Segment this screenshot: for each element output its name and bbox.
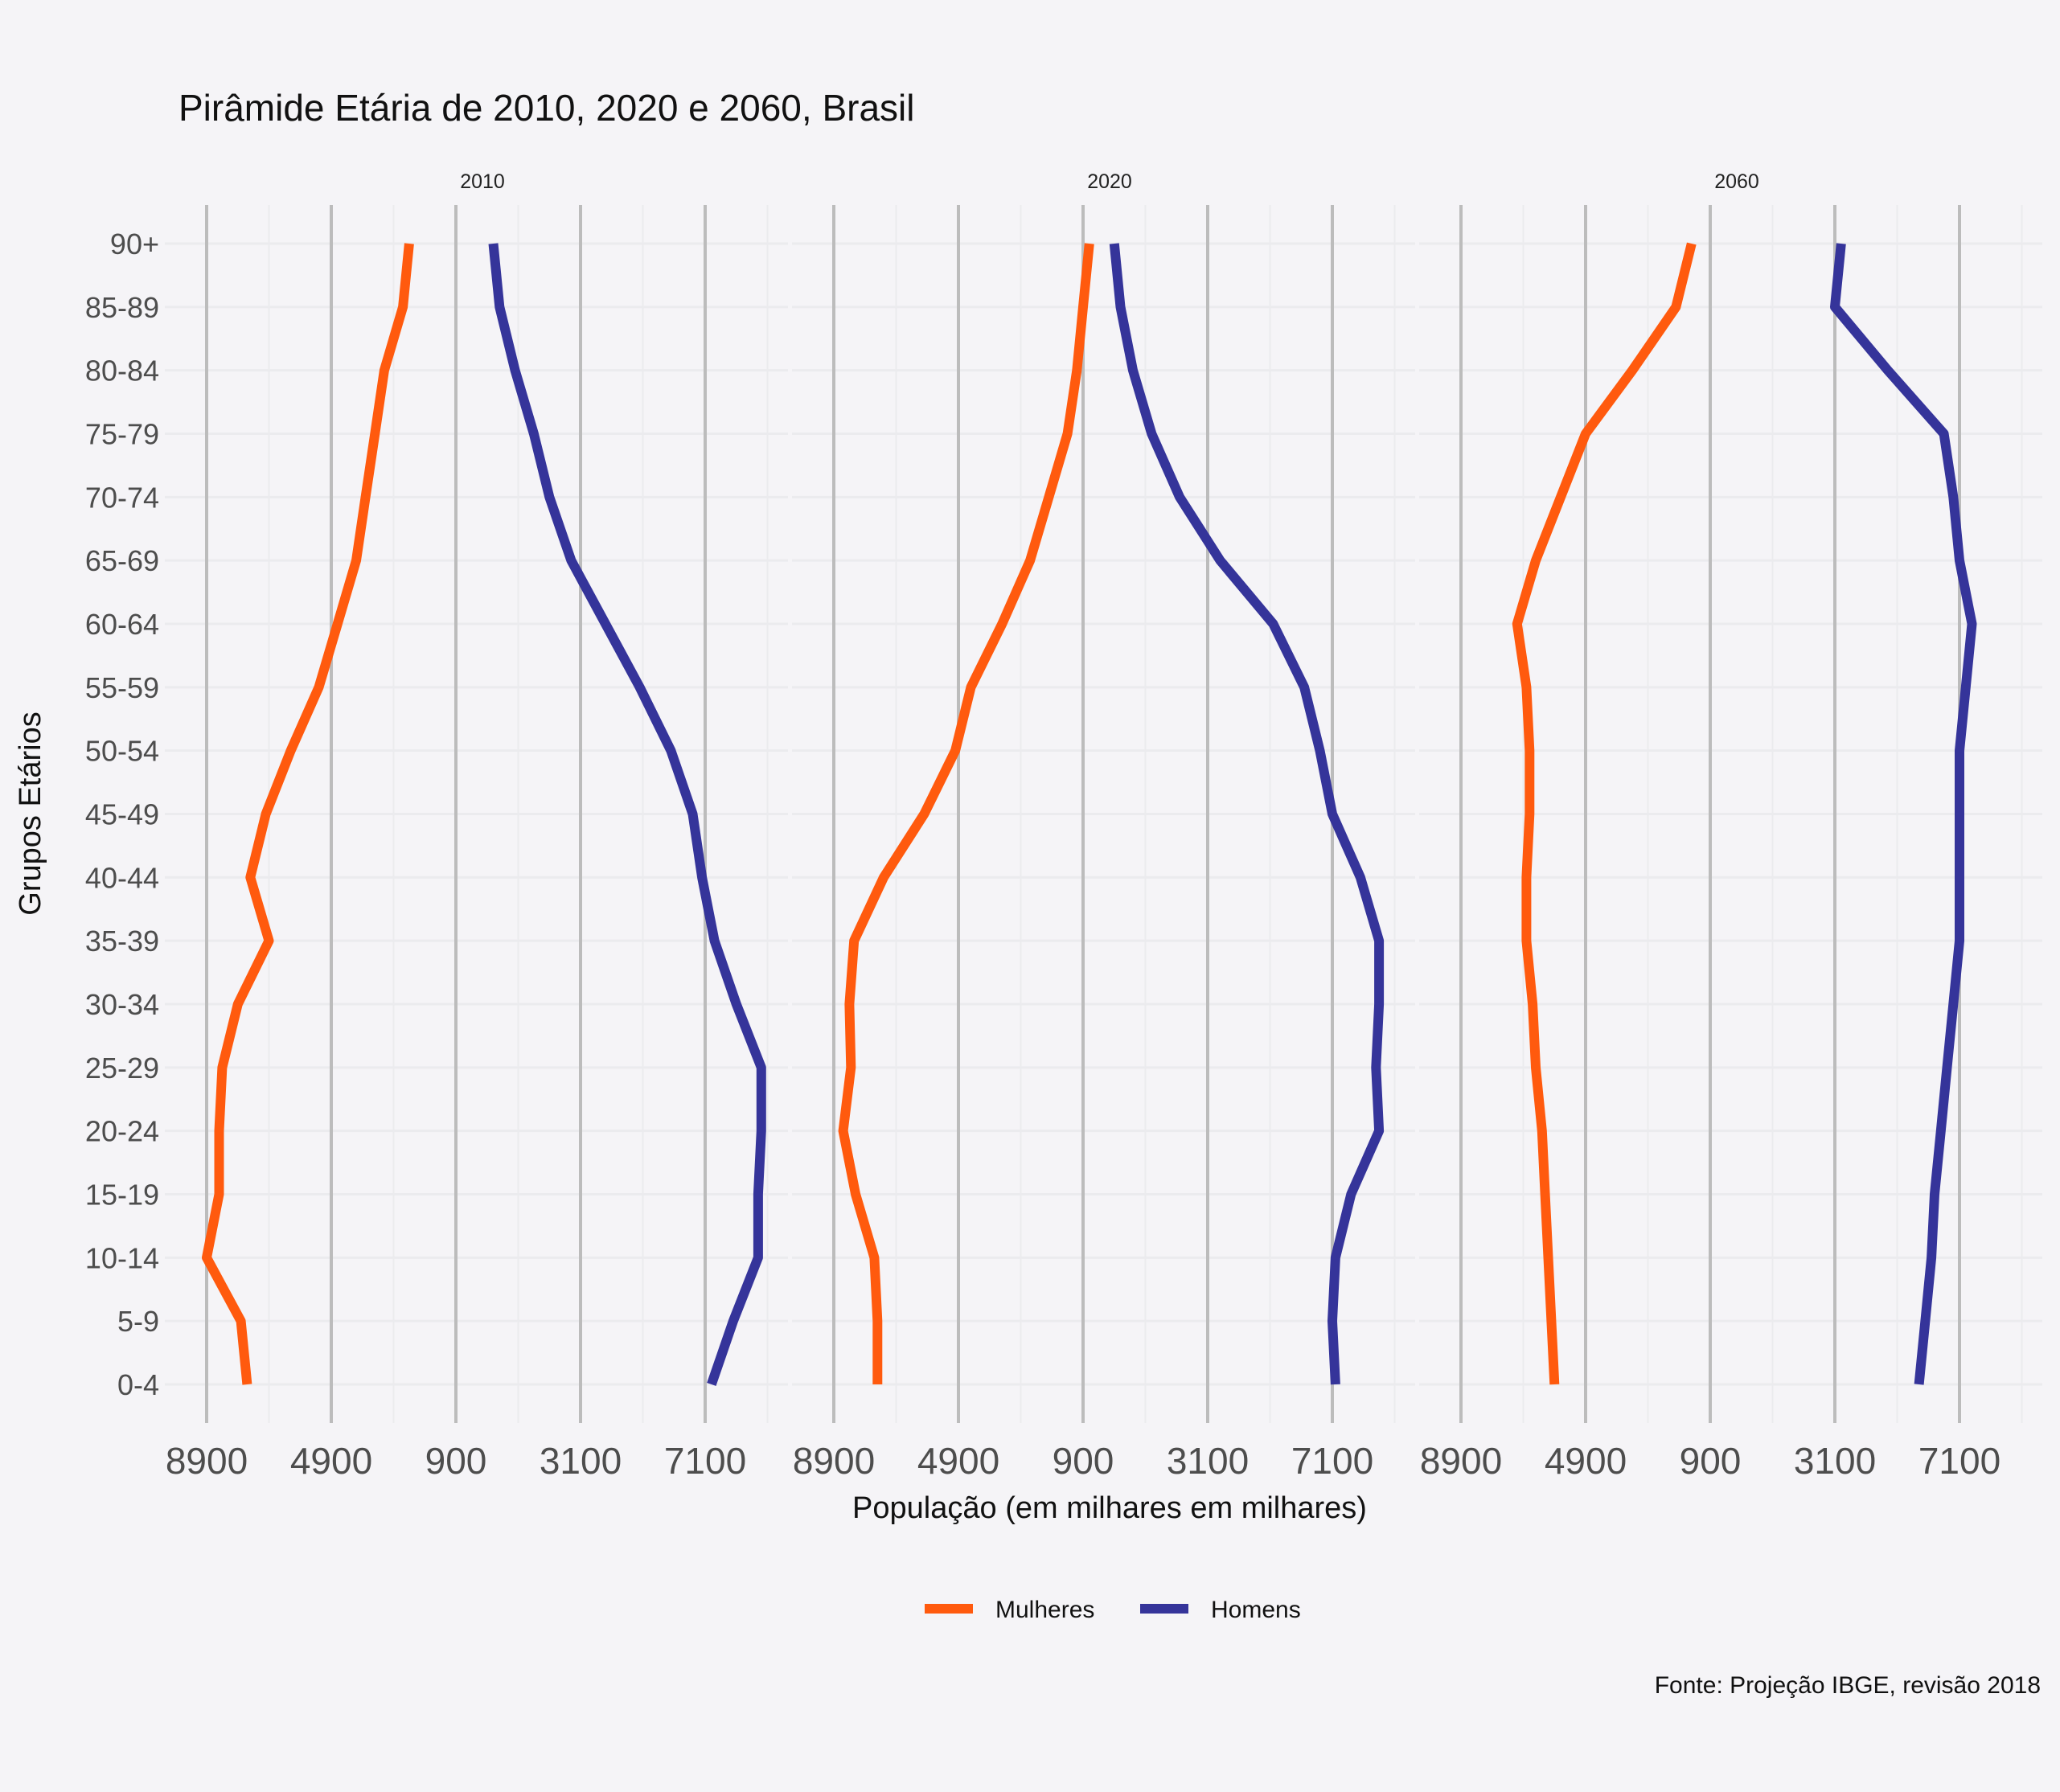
x-tick-label: 900 (1053, 1440, 1114, 1482)
x-tick-label: 4900 (917, 1440, 999, 1482)
x-tick-label: 8900 (793, 1440, 875, 1482)
series-line-homens-2020 (1109, 243, 1385, 1385)
y-tick-label: 90+ (110, 228, 159, 260)
y-tick-label: 5-9 (117, 1305, 159, 1338)
y-tick-label: 40-44 (85, 861, 159, 894)
y-tick-label: 65-69 (85, 544, 159, 577)
y-tick-label: 30-34 (85, 988, 159, 1021)
y-tick-label: 25-29 (85, 1052, 159, 1085)
facet-panels: 8900 4900 900 3100 7100 2010 8900 4900 900 3100 71… (165, 170, 2042, 1482)
y-tick-label: 45-49 (85, 798, 159, 831)
chart-title: Pirâmide Etária de 2010, 2020 e 2060, Br… (179, 87, 914, 129)
x-axis-label: População (em milhares em milhares) (852, 1491, 1367, 1525)
panel-2060: 8900 4900 900 3100 7100 2060 (1419, 170, 2042, 1482)
legend-label-mulheres: Mulheres (995, 1597, 1094, 1623)
series-line-mulheres-2010 (202, 243, 414, 1385)
panel-2020: 8900 4900 900 3100 7100 2020 (792, 170, 1415, 1482)
facet-label-2060: 2060 (1714, 170, 1759, 193)
y-tick-label: 0-4 (117, 1368, 159, 1401)
x-tick-label: 3100 (540, 1440, 622, 1482)
y-tick-label: 20-24 (85, 1115, 159, 1148)
y-tick-label: 50-54 (85, 735, 159, 768)
x-tick-label: 4900 (1545, 1440, 1627, 1482)
x-tick-label: 900 (425, 1440, 487, 1482)
x-tick-label: 7100 (1918, 1440, 2000, 1482)
panel-2010: 8900 4900 900 3100 7100 2010 (165, 170, 788, 1482)
legend: Mulheres Homens (925, 1597, 1301, 1623)
series-line-homens-2010 (488, 243, 766, 1386)
x-tick-label: 8900 (166, 1440, 248, 1482)
y-tick-label: 10-14 (85, 1241, 159, 1274)
facet-label-2020: 2020 (1087, 170, 1132, 193)
y-tick-label: 70-74 (85, 481, 159, 514)
series-line-mulheres-2060 (1512, 242, 1697, 1385)
x-tick-label: 4900 (290, 1440, 372, 1482)
chart-caption: Fonte: Projeção IBGE, revisão 2018 (1655, 1672, 2041, 1699)
x-tick-label: 7100 (1291, 1440, 1373, 1482)
y-axis-tick-labels: 0-4 5-9 10-14 15-19 20-24 25-29 30-34 35-39 40-4… (85, 228, 159, 1401)
y-tick-label: 60-64 (85, 608, 159, 641)
series-line-homens-2060 (1830, 243, 1977, 1385)
y-tick-label: 75-79 (85, 418, 159, 451)
x-tick-label: 8900 (1420, 1440, 1502, 1482)
series-line-mulheres-2020 (838, 243, 1094, 1384)
facet-label-2010: 2010 (460, 170, 505, 193)
x-tick-label: 3100 (1794, 1440, 1876, 1482)
y-axis-label: Grupos Etários (14, 711, 47, 915)
x-tick-label: 3100 (1167, 1440, 1249, 1482)
x-tick-label: 900 (1680, 1440, 1742, 1482)
y-tick-label: 15-19 (85, 1179, 159, 1212)
y-tick-label: 55-59 (85, 671, 159, 704)
legend-label-homens: Homens (1211, 1597, 1301, 1623)
y-tick-label: 80-84 (85, 355, 159, 388)
y-tick-label: 35-39 (85, 925, 159, 958)
x-tick-label: 7100 (664, 1440, 746, 1482)
y-tick-label: 85-89 (85, 291, 159, 324)
